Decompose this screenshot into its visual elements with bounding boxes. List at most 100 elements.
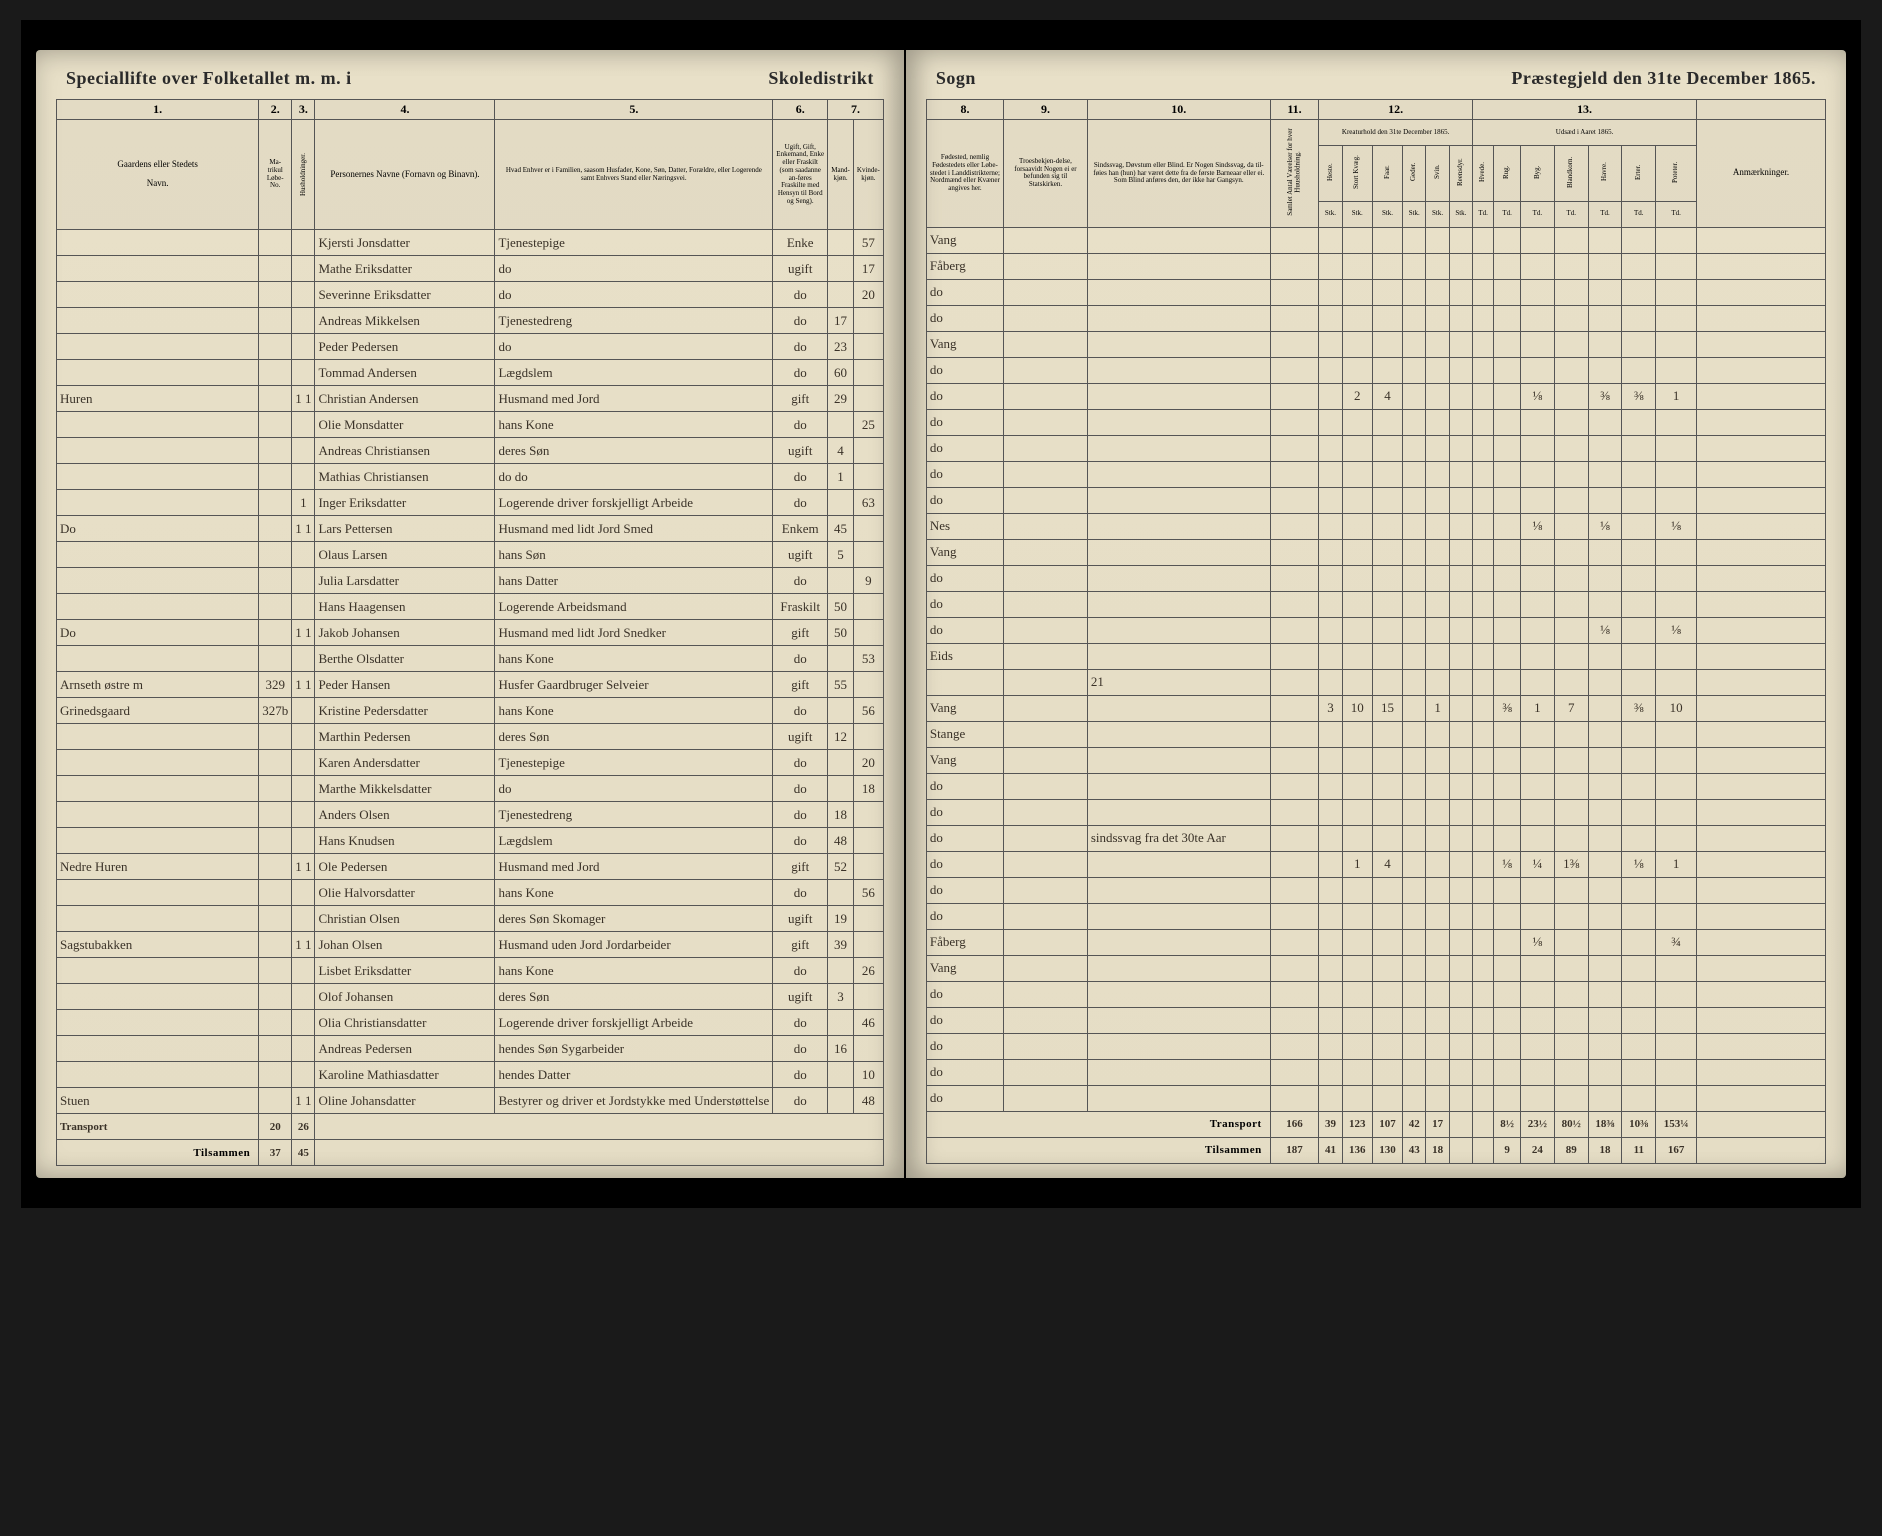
svin <box>1426 461 1449 487</box>
rooms <box>1270 877 1319 903</box>
havre <box>1588 305 1622 331</box>
havre <box>1588 955 1622 981</box>
left-title-a: Speciallifte over Folketallet m. m. i <box>66 68 352 89</box>
age-f: 26 <box>853 958 883 984</box>
note <box>1087 461 1270 487</box>
note <box>1087 1085 1270 1111</box>
age-m <box>828 1062 854 1088</box>
reensdyr <box>1449 669 1472 695</box>
rug <box>1494 409 1521 435</box>
family-role: Husfer Gaardbruger Selveier <box>495 672 773 698</box>
h12d: Geder. <box>1403 146 1426 202</box>
erter <box>1622 799 1656 825</box>
poteter: 10 <box>1656 695 1697 721</box>
rooms <box>1270 799 1319 825</box>
remarks <box>1697 721 1826 747</box>
person-name: Severinne Eriksdatter <box>315 282 495 308</box>
age-f <box>853 438 883 464</box>
table-row: do14⅛¼1⅜⅛1 <box>926 851 1825 877</box>
remarks <box>1697 955 1826 981</box>
faar <box>1372 1033 1402 1059</box>
farm-name <box>57 334 259 360</box>
age-m: 60 <box>828 360 854 386</box>
table-row: do <box>926 799 1825 825</box>
family-role: Husmand med Jord <box>495 386 773 412</box>
rug <box>1494 227 1521 253</box>
remarks <box>1697 461 1826 487</box>
status: do <box>773 334 828 360</box>
geder <box>1403 383 1426 409</box>
rooms <box>1270 435 1319 461</box>
person-name: Berthe Olsdatter <box>315 646 495 672</box>
remarks <box>1697 539 1826 565</box>
byg: 1 <box>1521 695 1555 721</box>
family-role: Husmand uden Jord Jordarbeider <box>495 932 773 958</box>
family-role: Tjenestepige <box>495 750 773 776</box>
faar <box>1372 539 1402 565</box>
rug <box>1494 253 1521 279</box>
status: gift <box>773 854 828 880</box>
rug <box>1494 383 1521 409</box>
matrikul: 327b <box>259 698 292 724</box>
stort-kvaeg <box>1342 253 1372 279</box>
byg <box>1521 435 1555 461</box>
blandkorn <box>1554 747 1588 773</box>
right-table: 8. 9. 10. 11. 12. 13. Fødested, nemlig F… <box>926 99 1826 1164</box>
byg <box>1521 1059 1555 1085</box>
census-ledger: Speciallifte over Folketallet m. m. i Sk… <box>21 20 1861 1208</box>
farm-name <box>57 880 259 906</box>
svin <box>1426 955 1449 981</box>
stort-kvaeg <box>1342 1059 1372 1085</box>
table-row: Julia Larsdatterhans Datterdo9 <box>57 568 884 594</box>
farm-name <box>57 438 259 464</box>
family-role: deres Søn <box>495 438 773 464</box>
poteter <box>1656 903 1697 929</box>
svin <box>1426 409 1449 435</box>
table-row: Marthin Pedersenderes Sønugift12 <box>57 724 884 750</box>
age-m <box>828 958 854 984</box>
status: do <box>773 412 828 438</box>
reensdyr <box>1449 643 1472 669</box>
geder <box>1403 773 1426 799</box>
reensdyr <box>1449 1059 1472 1085</box>
faith <box>1004 773 1088 799</box>
blandkorn <box>1554 825 1588 851</box>
table-row: Andreas Pedersenhendes Søn Sygarbeiderdo… <box>57 1036 884 1062</box>
heste <box>1319 955 1342 981</box>
household <box>292 750 315 776</box>
rooms <box>1270 513 1319 539</box>
table-row: Andreas MikkelsenTjenestedrengdo17 <box>57 308 884 334</box>
erter <box>1622 1033 1656 1059</box>
age-f <box>853 360 883 386</box>
matrikul <box>259 646 292 672</box>
table-row: do <box>926 305 1825 331</box>
rooms <box>1270 253 1319 279</box>
faith <box>1004 1085 1088 1111</box>
note <box>1087 617 1270 643</box>
rug <box>1494 591 1521 617</box>
age-m: 17 <box>828 308 854 334</box>
h12c: Faar. <box>1372 146 1402 202</box>
byg <box>1521 773 1555 799</box>
rooms <box>1270 227 1319 253</box>
blandkorn <box>1554 513 1588 539</box>
status: do <box>773 490 828 516</box>
remarks <box>1697 825 1826 851</box>
age-f: 17 <box>853 256 883 282</box>
faith <box>1004 877 1088 903</box>
age-f <box>853 594 883 620</box>
birthplace: do <box>926 487 1003 513</box>
reensdyr <box>1449 721 1472 747</box>
reensdyr <box>1449 279 1472 305</box>
stort-kvaeg <box>1342 981 1372 1007</box>
family-role: Husmand med lidt Jord Snedker <box>495 620 773 646</box>
svin <box>1426 305 1449 331</box>
farm-name: Sagstubakken <box>57 932 259 958</box>
byg <box>1521 253 1555 279</box>
havre <box>1588 539 1622 565</box>
poteter <box>1656 487 1697 513</box>
birthplace: do <box>926 409 1003 435</box>
note <box>1087 591 1270 617</box>
col-3: 3. <box>292 100 315 120</box>
blandkorn <box>1554 929 1588 955</box>
